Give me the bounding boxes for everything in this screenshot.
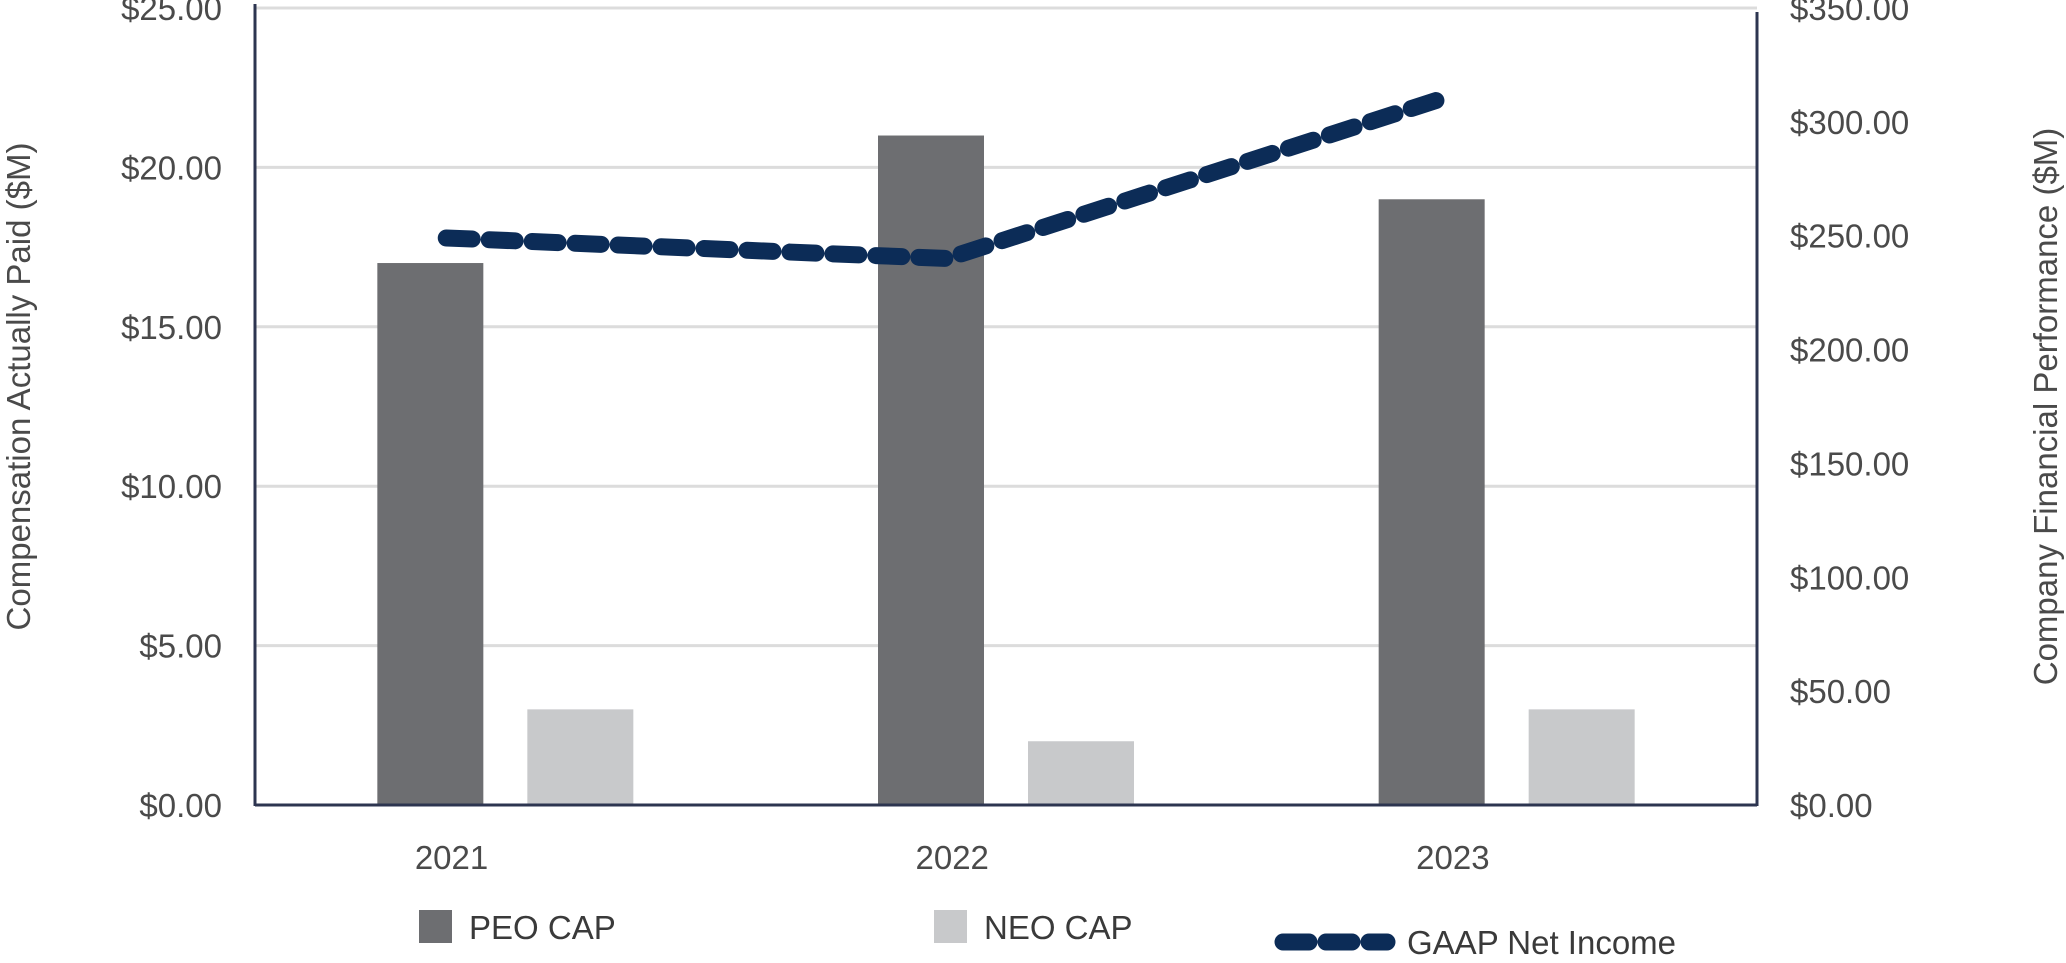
- x-tick-label: 2022: [915, 839, 988, 876]
- x-tick-label: 2021: [415, 839, 488, 876]
- legend-swatch-neo-cap: [934, 910, 967, 943]
- bar-neo-cap-2023: [1528, 709, 1635, 805]
- y-left-tick-label: $15.00: [121, 309, 222, 346]
- y-left-tick-label: $20.00: [121, 149, 222, 186]
- y-right-axis-title: Company Financial Performance ($M): [2027, 128, 2064, 686]
- y-left-tick-label: $10.00: [121, 468, 222, 505]
- bar-peo-cap-2021: [377, 263, 484, 805]
- tick-labels: $0.00 $5.00 $10.00 $15.00 $20.00 $25.00 $0.00 $…: [121, 0, 1909, 876]
- x-tick-label: 2023: [1416, 839, 1489, 876]
- bar-neo-cap-2021: [527, 709, 634, 805]
- bar-neo-cap-2022: [1028, 741, 1134, 805]
- bar-peo-cap-2022: [878, 135, 984, 805]
- y-left-tick-label: $5.00: [139, 628, 222, 665]
- y-left-axis-title: Compensation Actually Paid ($M): [0, 143, 37, 631]
- y-right-tick-label: $0.00: [1790, 787, 1873, 824]
- y-left-tick-label: $0.00: [139, 787, 222, 824]
- line-gaap-net-income: [437, 88, 1457, 267]
- y-right-tick-label: $350.00: [1790, 0, 1909, 27]
- bar-peo-cap-2023: [1378, 199, 1485, 805]
- gridlines: [255, 6, 1757, 648]
- legend-label-peo-cap: PEO CAP: [469, 909, 616, 946]
- axes: [253, 4, 1759, 807]
- line-series: [437, 88, 1457, 267]
- legend-label-gaap-net-income: GAAP Net Income: [1407, 924, 1676, 961]
- legend: PEO CAP NEO CAP GAAP Net Income: [419, 909, 1676, 961]
- y-right-tick-label: $50.00: [1790, 673, 1891, 710]
- y-left-tick-label: $25.00: [121, 0, 222, 27]
- legend-label-neo-cap: NEO CAP: [984, 909, 1133, 946]
- bar-series: [377, 135, 1635, 805]
- y-right-tick-label: $250.00: [1790, 218, 1909, 255]
- y-right-tick-label: $200.00: [1790, 332, 1909, 369]
- y-right-tick-label: $100.00: [1790, 559, 1909, 596]
- y-right-tick-label: $300.00: [1790, 104, 1909, 141]
- legend-swatch-peo-cap: [419, 910, 452, 943]
- axis-titles: Compensation Actually Paid ($M) Company F…: [0, 128, 2064, 686]
- y-right-tick-label: $150.00: [1790, 445, 1909, 482]
